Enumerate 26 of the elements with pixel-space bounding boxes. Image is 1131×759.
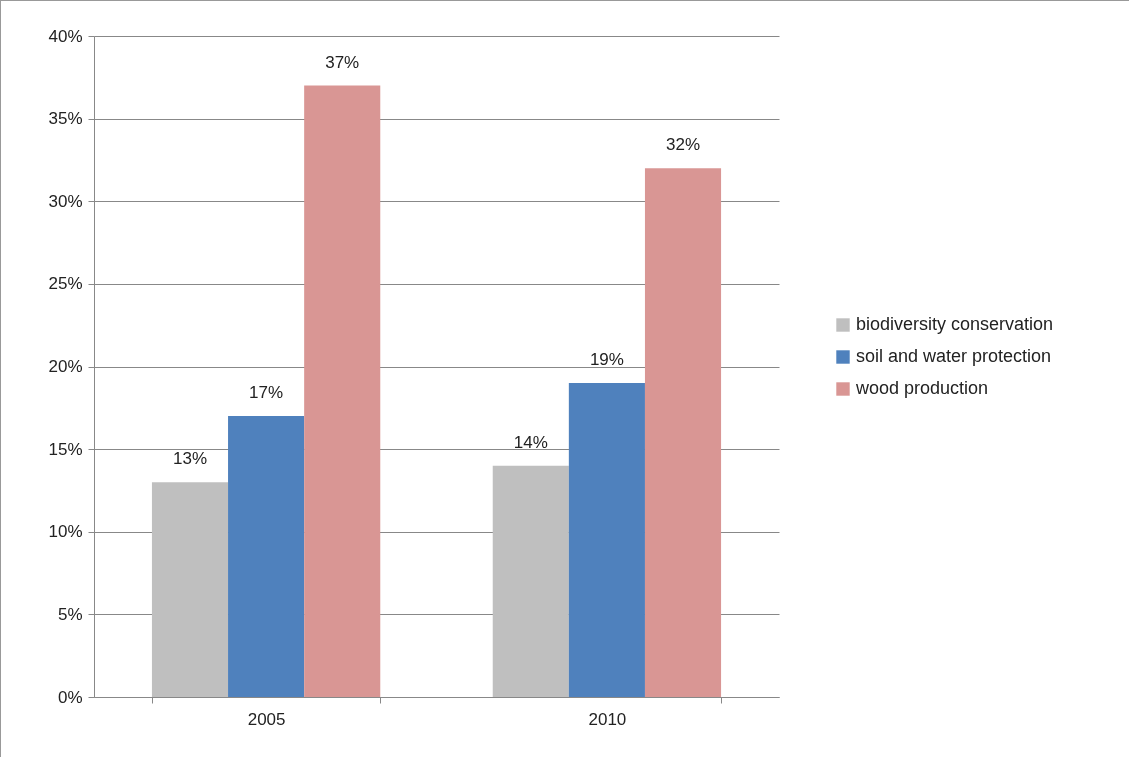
y-tick-label: 30% <box>48 191 83 211</box>
y-tick-label: 5% <box>57 604 83 624</box>
data-label: 37% <box>325 52 360 72</box>
data-label: 32% <box>665 135 701 155</box>
data-label: 14% <box>513 432 548 452</box>
bar <box>228 416 305 697</box>
bar <box>151 482 229 697</box>
legend-label: biodiversity conservation <box>856 314 1054 334</box>
y-tick-label: 20% <box>48 357 83 376</box>
y-tick-label: 25% <box>48 274 83 294</box>
y-tick-label: 15% <box>48 439 83 459</box>
data-label: 19% <box>589 350 624 370</box>
data-label: 13% <box>172 449 208 469</box>
bar <box>568 383 645 697</box>
bar <box>492 465 569 697</box>
legend-label: wood production <box>855 378 989 398</box>
y-tick-label: 40% <box>48 26 83 46</box>
data-label: 17% <box>249 383 284 403</box>
y-tick-label: 10% <box>48 522 83 542</box>
y-tick-label: 0% <box>57 687 83 707</box>
y-tick-label: 35% <box>48 109 83 129</box>
bar <box>644 168 722 697</box>
legend-label: soil and water protection <box>856 346 1052 366</box>
x-tick-label: 2010 <box>588 709 627 729</box>
x-tick-label: 2005 <box>247 709 286 729</box>
bar <box>304 85 381 697</box>
